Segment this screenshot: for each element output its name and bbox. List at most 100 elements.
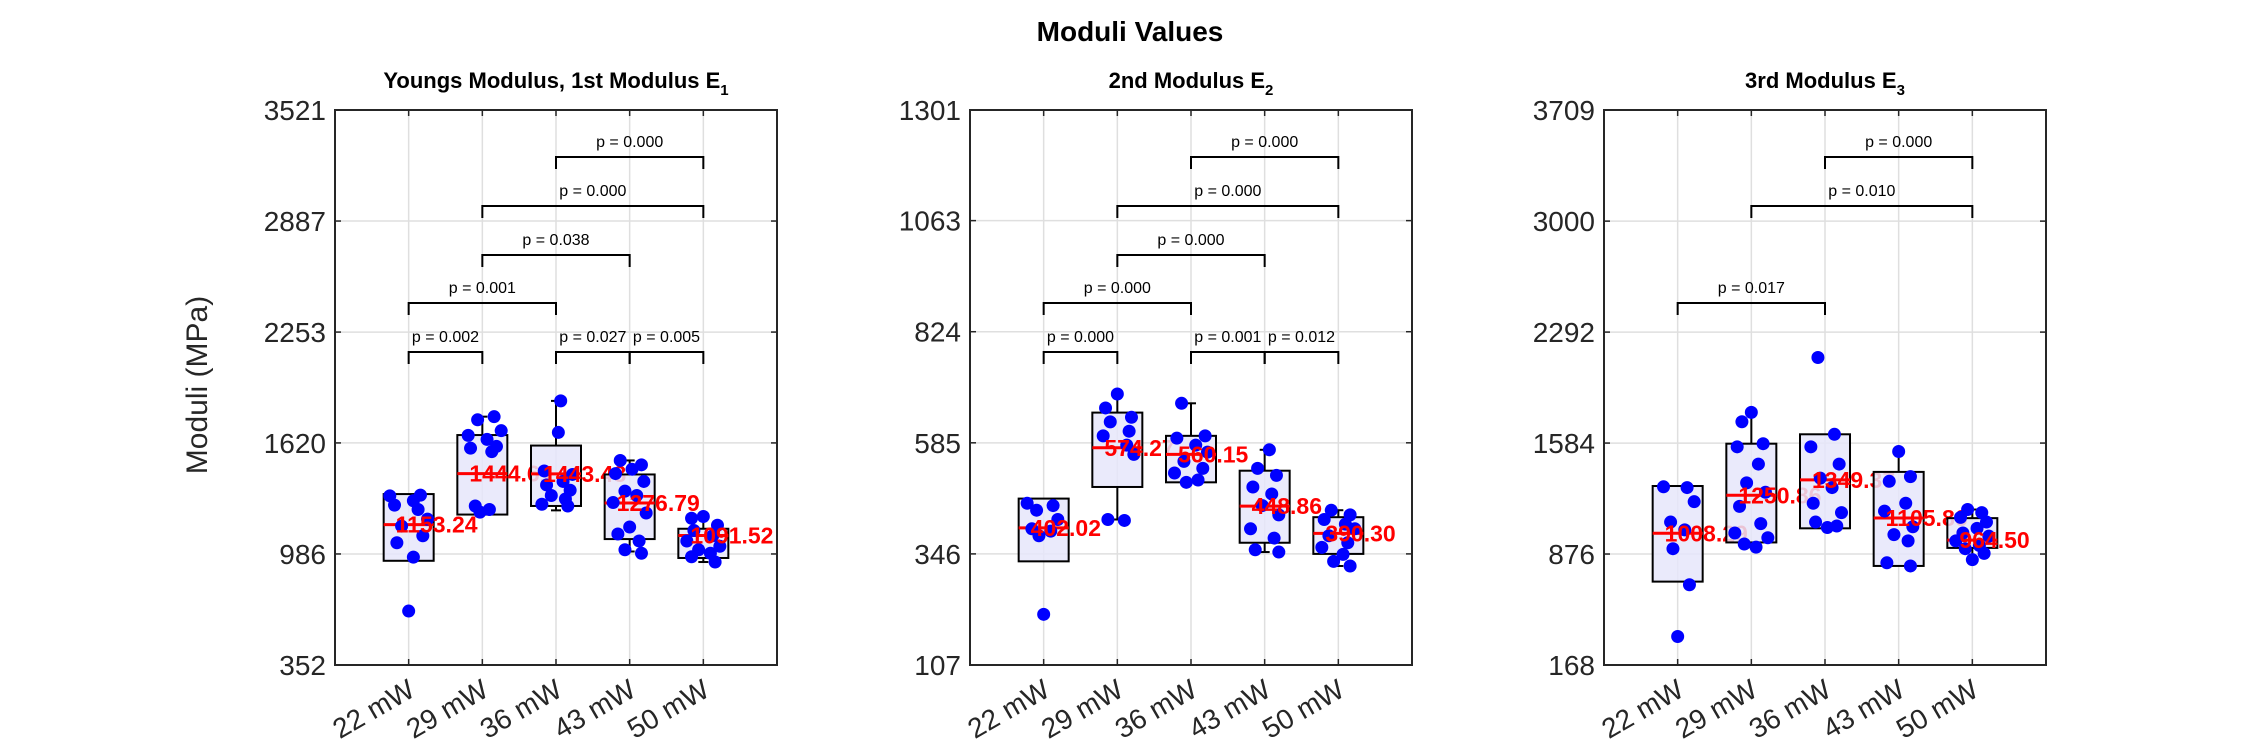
- data-point: [1315, 540, 1329, 554]
- data-point: [494, 424, 508, 438]
- data-point: [1046, 499, 1060, 513]
- y-tick-label: 107: [914, 650, 961, 681]
- data-point: [1336, 547, 1350, 561]
- data-point: [1682, 578, 1696, 592]
- x-tick-label: 36 mW: [475, 673, 568, 744]
- x-tick-label: 43 mW: [548, 673, 641, 744]
- y-tick-label: 3521: [264, 95, 326, 126]
- data-point: [1804, 440, 1818, 454]
- data-point: [1117, 513, 1131, 527]
- data-point: [1887, 528, 1901, 542]
- box-group: 402.02: [1017, 496, 1101, 621]
- data-point: [1120, 438, 1134, 452]
- data-point: [1265, 487, 1279, 501]
- panel-title-subscript: 3: [1897, 82, 1905, 99]
- p-value-label: p = 0.002: [412, 329, 479, 346]
- bracket-line: [407, 351, 484, 364]
- data-point: [1903, 470, 1917, 484]
- y-tick-label: 2887: [264, 206, 326, 237]
- bracket-line: [1042, 351, 1119, 364]
- data-point: [1901, 534, 1915, 548]
- median-value-label: 574.27: [1104, 435, 1174, 461]
- data-point: [1189, 438, 1203, 452]
- data-point: [1191, 473, 1205, 487]
- panel-title: 3rd Modulus E3: [1745, 68, 1905, 99]
- significance-bracket: p = 0.000: [1042, 280, 1192, 315]
- data-point: [1666, 542, 1680, 556]
- data-point: [551, 425, 565, 439]
- data-point: [1751, 457, 1765, 471]
- y-tick-label: 1620: [264, 428, 326, 459]
- data-point: [1324, 503, 1338, 517]
- x-tick-label: 50 mW: [622, 673, 715, 744]
- data-point: [1348, 522, 1362, 536]
- data-point: [1733, 499, 1747, 513]
- y-tick-label: 3709: [1533, 95, 1595, 126]
- data-point: [1020, 496, 1034, 510]
- panel-title-subscript: 1: [720, 82, 728, 99]
- box-group: 1153.24: [382, 488, 478, 618]
- data-point: [1671, 629, 1685, 643]
- data-point: [1343, 559, 1357, 573]
- data-point: [687, 523, 701, 537]
- data-point: [1761, 531, 1775, 545]
- data-point: [1044, 524, 1058, 538]
- data-point: [1982, 529, 1996, 543]
- data-point: [1835, 506, 1849, 520]
- data-point: [473, 505, 487, 519]
- data-point: [1820, 521, 1834, 535]
- median-value-label: 1276.79: [617, 490, 700, 516]
- box-group: 560.15: [1165, 396, 1249, 489]
- data-point: [1827, 427, 1841, 441]
- data-point: [402, 604, 416, 618]
- data-point: [1248, 543, 1262, 557]
- data-point: [625, 462, 639, 476]
- panel-title-text: 3rd Modulus E: [1745, 68, 1897, 93]
- data-point: [1878, 504, 1892, 518]
- y-tick-label: 986: [279, 539, 326, 570]
- y-tick-label: 876: [1548, 539, 1595, 570]
- data-point: [1664, 515, 1678, 529]
- bracket-line: [1190, 156, 1340, 169]
- bracket-line: [628, 351, 705, 364]
- significance-bracket: p = 0.012: [1263, 329, 1340, 364]
- data-point: [1728, 526, 1742, 540]
- axes-frame: [1603, 109, 2047, 666]
- data-point: [1965, 553, 1979, 567]
- data-point: [1101, 513, 1115, 527]
- data-point: [1832, 457, 1846, 471]
- data-point: [639, 506, 653, 520]
- axes-frame: [334, 109, 778, 666]
- data-point: [537, 464, 551, 478]
- data-point: [1124, 410, 1138, 424]
- significance-bracket: p = 0.000: [481, 183, 705, 218]
- bracket-line: [407, 302, 557, 315]
- data-point: [1958, 542, 1972, 556]
- significance-bracket: p = 0.000: [1824, 134, 1974, 169]
- data-point: [1880, 556, 1894, 570]
- p-value-label: p = 0.000: [1194, 183, 1261, 200]
- p-value-label: p = 0.038: [522, 232, 589, 249]
- x-tick-label: 50 mW: [1891, 673, 1984, 744]
- data-point: [1730, 440, 1744, 454]
- data-point: [1170, 431, 1184, 445]
- x-tick-label: 22 mW: [327, 673, 420, 744]
- data-point: [613, 453, 627, 467]
- bracket-line: [481, 254, 631, 267]
- figure-title: Moduli Values: [1037, 16, 1224, 47]
- p-value-label: p = 0.001: [449, 280, 516, 297]
- p-value-label: p = 0.000: [1865, 134, 1932, 151]
- p-value-label: p = 0.005: [633, 329, 700, 346]
- data-point: [1201, 445, 1215, 459]
- panel-title: Youngs Modulus, 1st Modulus E1: [383, 68, 728, 99]
- data-point: [618, 543, 632, 557]
- median-value-label: 560.15: [1178, 441, 1249, 467]
- p-value-label: p = 0.000: [1047, 329, 1114, 346]
- data-point: [708, 555, 722, 569]
- data-point: [1198, 429, 1212, 443]
- data-point: [561, 499, 575, 513]
- x-tick-label: 43 mW: [1183, 673, 1276, 744]
- data-point: [618, 484, 632, 498]
- panels: Youngs Modulus, 1st Modulus E1 352 986 1620…: [264, 68, 2047, 745]
